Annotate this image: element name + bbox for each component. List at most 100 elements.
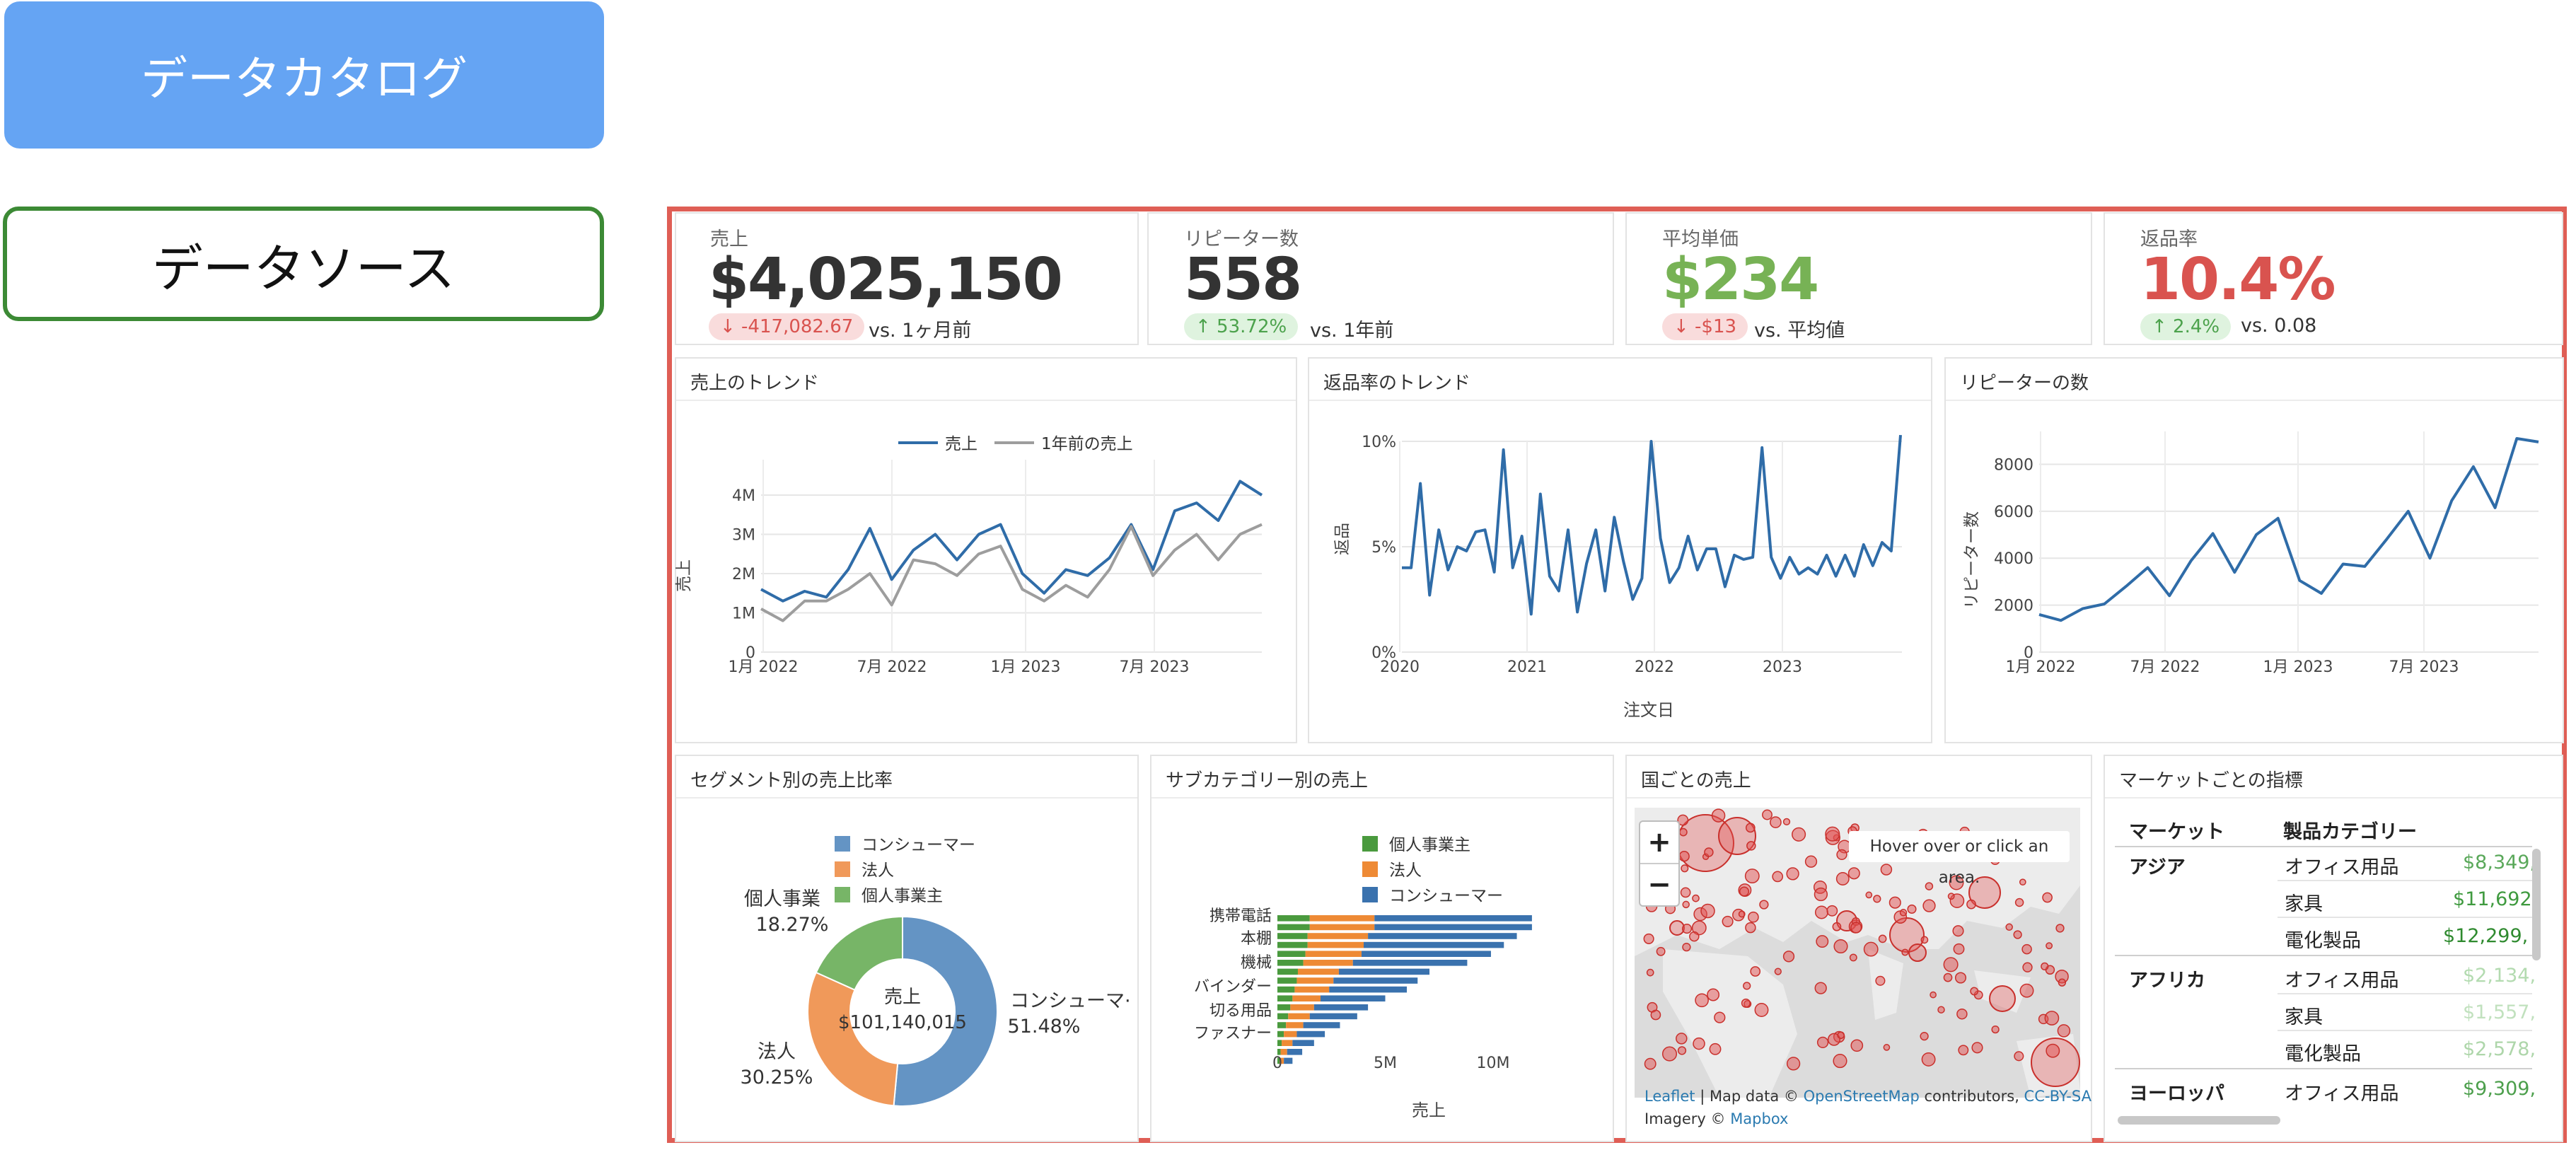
repeater-chart: リピーター数 0 2000 4000 6000 8000 1月 2022 7月 2022 1月… xyxy=(1963,431,2539,676)
map-bubble xyxy=(1682,900,1690,909)
table-horizontal-scrollbar[interactable] xyxy=(2118,1116,2280,1125)
bar-segment xyxy=(1286,1022,1304,1028)
map-bubble xyxy=(1691,920,1707,936)
bar-segment xyxy=(1292,995,1321,1001)
map-bubble xyxy=(1754,1003,1769,1017)
x-axis-label: 注文日 xyxy=(1623,700,1674,720)
table-header-category[interactable]: 製品カテゴリー xyxy=(2283,821,2417,843)
map-bubble xyxy=(2019,983,2034,998)
osm-link[interactable]: OpenStreetMap xyxy=(1803,1088,1920,1105)
data-source-button[interactable]: データソース xyxy=(3,207,604,321)
map-bubble xyxy=(1925,882,1934,890)
y-tick-label: 2M xyxy=(732,566,755,583)
map-bubble xyxy=(1770,816,1782,828)
map-bubble xyxy=(1835,872,1850,885)
y-tick-label: ファスナー xyxy=(1194,1025,1272,1042)
map-bubble xyxy=(1833,1054,1847,1069)
map-bubble xyxy=(1772,871,1784,883)
bar-segment xyxy=(1277,968,1298,975)
map-bubble xyxy=(1677,814,1689,826)
map-bubble xyxy=(2058,978,2067,987)
data-catalog-button[interactable]: データカタログ xyxy=(4,1,604,149)
zoom-out-button[interactable]: − xyxy=(1647,869,1671,901)
map-bubble xyxy=(1816,1036,1829,1049)
legend-label: 個人事業主 xyxy=(861,887,943,905)
kpi-compare-text: vs. 平均値 xyxy=(1754,320,1845,342)
map-bubble xyxy=(1922,899,1936,912)
zoom-in-button[interactable]: + xyxy=(1640,822,1678,864)
x-tick-label: 1月 2022 xyxy=(729,658,799,676)
y-tick-label: 2000 xyxy=(1994,598,2033,615)
legend-label: 法人 xyxy=(1389,861,1422,880)
map-bubble xyxy=(1714,1011,1726,1023)
series-line xyxy=(760,523,1263,622)
dashboard-frame xyxy=(667,207,2567,1143)
y-tick-label: バインダー xyxy=(1194,978,1272,996)
kpi-value: 558 xyxy=(1184,246,1302,313)
mapbox-link[interactable]: Mapbox xyxy=(1730,1110,1789,1127)
map-bubble xyxy=(1661,1046,1678,1062)
map-bubble xyxy=(1878,934,1887,943)
map-bubble xyxy=(1901,948,1909,956)
bar-segment xyxy=(1368,933,1517,939)
y-tick-label: 0 xyxy=(745,644,755,662)
table-cell-category: オフィス用品 xyxy=(2285,856,2399,878)
map-bubble xyxy=(2014,1051,2024,1062)
x-axis-label: 売上 xyxy=(1412,1100,1446,1120)
table-vertical-scrollbar[interactable] xyxy=(2532,849,2541,960)
map-bubble xyxy=(1782,818,1791,826)
map-bubble xyxy=(1741,998,1751,1008)
map-bubble xyxy=(1814,982,1827,994)
map-bubble xyxy=(1937,1006,1945,1013)
map-bubble xyxy=(1889,896,1901,909)
bar-segment xyxy=(1277,960,1304,966)
map-bubble xyxy=(1827,1033,1841,1046)
bar-segment xyxy=(1313,1004,1369,1011)
bar-segment xyxy=(1284,1057,1293,1064)
map-bubble xyxy=(1782,951,1795,963)
bar-segment xyxy=(1277,995,1293,1001)
table-cell-market: ヨーロッパ xyxy=(2129,1083,2224,1105)
bar-segment xyxy=(1303,960,1353,966)
card-divider xyxy=(1627,797,2091,798)
table-header-market[interactable]: マーケット xyxy=(2129,821,2224,843)
y-tick-label: 10% xyxy=(1362,434,1396,451)
bar-segment xyxy=(1288,1013,1310,1020)
leaflet-link[interactable]: Leaflet xyxy=(1644,1088,1695,1105)
map-bubble xyxy=(1989,985,2016,1012)
cc-by-sa-link[interactable]: CC-BY-SA xyxy=(2024,1088,2091,1105)
x-tick-label: 2023 xyxy=(1763,658,1802,676)
card-market: マーケットごとの指標 xyxy=(2104,755,2563,1142)
donut-slice xyxy=(815,915,903,991)
card-divider xyxy=(1151,797,1613,798)
map-bubble xyxy=(1678,851,1690,862)
map-bubble xyxy=(1875,975,1886,986)
kpi-card-return-rate: 返品率 10.4% ↑ 2.4% vs. 0.08 xyxy=(2104,212,2563,345)
table-cell-category: 家具 xyxy=(2285,893,2323,915)
bar-segment xyxy=(1287,1049,1303,1055)
map-bubble xyxy=(1991,1025,2000,1034)
series-line xyxy=(2038,437,2539,622)
y-tick-label: 4M xyxy=(732,487,755,505)
map-bubble xyxy=(1711,808,1726,823)
x-tick-label: 10M xyxy=(1477,1055,1510,1072)
map-bubble xyxy=(1644,1057,1657,1070)
map-bubble xyxy=(1804,855,1818,868)
y-tick-label: 携帯電話 xyxy=(1209,907,1272,925)
y-tick-label: 3M xyxy=(732,526,755,544)
map-bubble xyxy=(1816,935,1829,948)
map-bubble xyxy=(1739,886,1750,897)
attrib-text: contributors, xyxy=(1919,1088,2024,1105)
y-tick-label: 1M xyxy=(732,605,755,622)
x-tick-label: 7月 2022 xyxy=(2130,658,2200,676)
kpi-card-repeaters: リピーター数 558 ↑ 53.72% vs. 1年前 xyxy=(1147,212,1614,345)
map-bubble xyxy=(1930,991,1937,999)
kpi-value: $234 xyxy=(1662,246,1819,313)
map-bubble xyxy=(2055,924,2065,933)
map-bubble xyxy=(1968,876,2001,909)
card-divider xyxy=(676,797,1137,798)
bar-segment xyxy=(1364,941,1504,948)
